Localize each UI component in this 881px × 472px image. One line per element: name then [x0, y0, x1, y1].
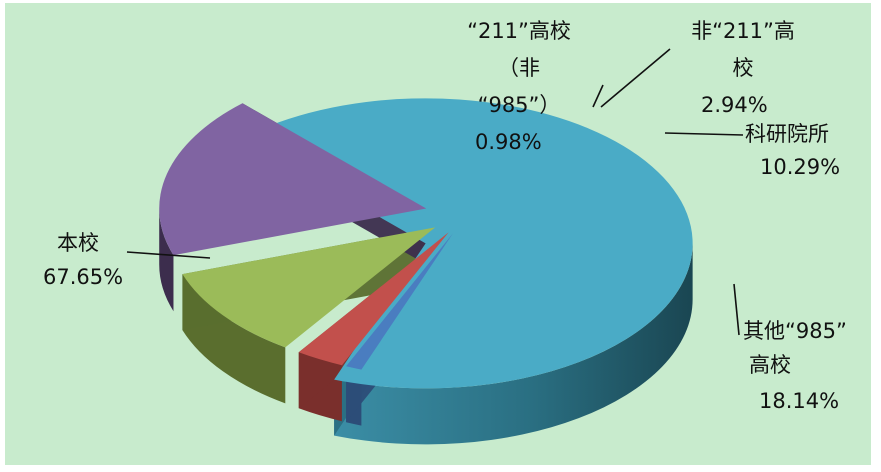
label-211-line2: （非 — [498, 56, 540, 80]
slice-top-1 — [346, 233, 453, 370]
label-non211-line1: 非“211”高 — [691, 19, 795, 43]
pie-chart — [126, 48, 744, 445]
label-keyan-percent: 10.29% — [760, 155, 841, 179]
leader-line-4 — [733, 283, 740, 336]
label-benxiao-name: 本校 — [57, 231, 99, 255]
slice-top-3 — [182, 227, 436, 348]
label-211-percent: 0.98% — [475, 130, 542, 154]
slice-top-4 — [159, 103, 427, 256]
label-211-line1: “211”高校 — [467, 19, 571, 43]
leader-line-1 — [592, 84, 604, 108]
chart-area: 本校 67.65% “211”高校 （非 “985”） 0.98% 非“211”… — [5, 3, 871, 465]
leader-line-3 — [664, 132, 744, 136]
leader-line-0 — [126, 251, 211, 259]
label-other985-line2: 高校 — [749, 353, 791, 377]
leader-line-2 — [600, 48, 671, 108]
label-211-line3: “985”） — [477, 93, 561, 117]
slice-top-2 — [298, 232, 449, 366]
label-other985-line1: 其他“985” — [743, 319, 847, 343]
label-other985-percent: 18.14% — [759, 389, 840, 413]
slice-side-0 — [334, 243, 693, 445]
label-non211-line2: 校 — [732, 56, 754, 80]
slice-side-4 — [159, 208, 174, 312]
label-non211-percent: 2.94% — [701, 93, 768, 117]
label-keyan-name: 科研院所 — [745, 122, 829, 146]
label-benxiao-percent: 67.65% — [43, 265, 124, 289]
